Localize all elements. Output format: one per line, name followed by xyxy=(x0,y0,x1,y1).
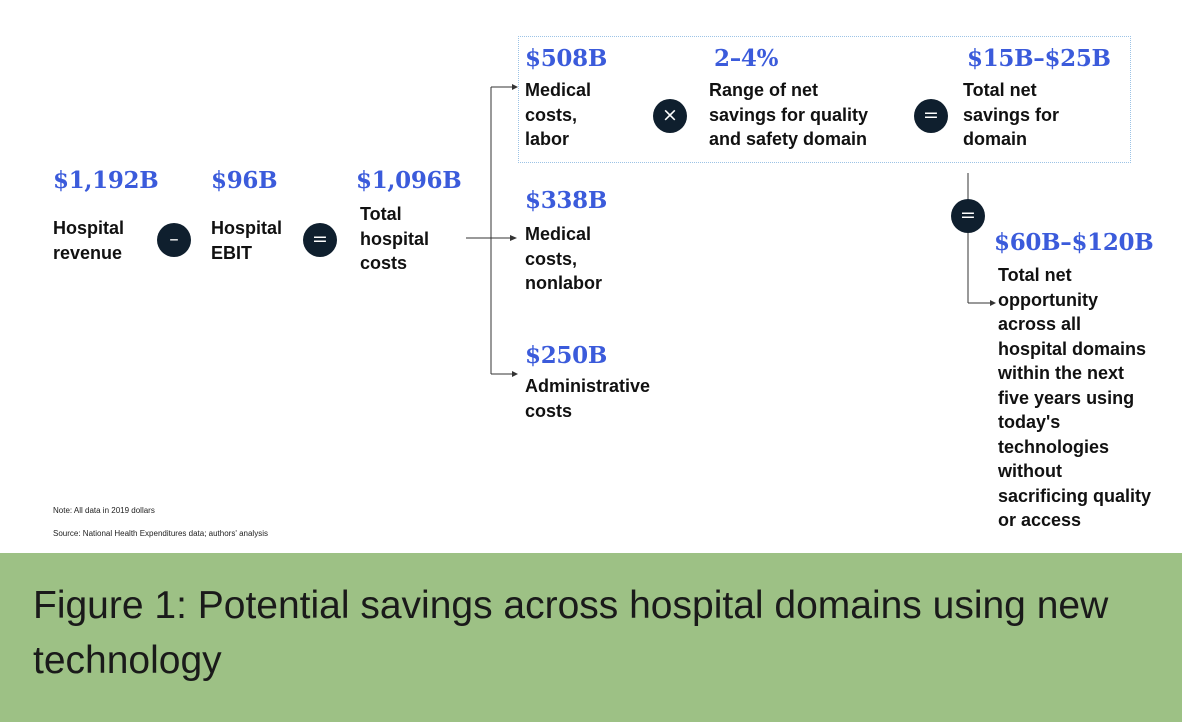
caption-banner xyxy=(0,553,1182,722)
hospital-revenue-label: Hospital revenue xyxy=(53,218,125,263)
times-operator-icon: × xyxy=(653,99,687,133)
administrative-costs-label: Administrative costs xyxy=(525,376,651,421)
medical-costs-labor-label: Medical costs, labor xyxy=(525,80,592,149)
domain-savings-value: $15B–$25B xyxy=(967,45,1111,72)
hospital-ebit-value: $96B xyxy=(211,167,278,194)
hospital-ebit-label: Hospital EBIT xyxy=(211,218,283,263)
total-hospital-costs-value: $1,096B xyxy=(356,167,462,194)
equals-operator-icon: = xyxy=(914,99,948,133)
equals-operator-icon: = xyxy=(951,199,985,233)
connector-lines xyxy=(466,84,996,377)
source-text: Source: National Health Expenditures dat… xyxy=(53,529,268,538)
medical-costs-nonlabor-label: Medical costs, nonlabor xyxy=(525,224,602,293)
range-net-savings-value: 2–4% xyxy=(714,45,779,72)
total-opportunity-label: Total net opportunity across all hospita… xyxy=(998,265,1152,530)
note-text: Note: All data in 2019 dollars xyxy=(53,506,155,515)
total-opportunity-value: $60B–$120B xyxy=(994,229,1154,256)
medical-costs-labor-value: $508B xyxy=(525,45,607,72)
hospital-revenue-value: $1,192B xyxy=(53,167,159,194)
total-hospital-costs-label: Total hospital costs xyxy=(360,204,430,273)
minus-operator-icon: – xyxy=(157,223,191,257)
equals-operator-icon: = xyxy=(303,223,337,257)
quality-safety-highlight-box xyxy=(518,36,1131,163)
domain-savings-label: Total net savings for domain xyxy=(963,80,1060,149)
figure-caption: Figure 1: Potential savings across hospi… xyxy=(33,584,1109,682)
medical-costs-nonlabor-value: $338B xyxy=(525,187,607,214)
administrative-costs-value: $250B xyxy=(525,342,607,369)
range-net-savings-label: Range of net savings for quality and saf… xyxy=(709,80,869,149)
